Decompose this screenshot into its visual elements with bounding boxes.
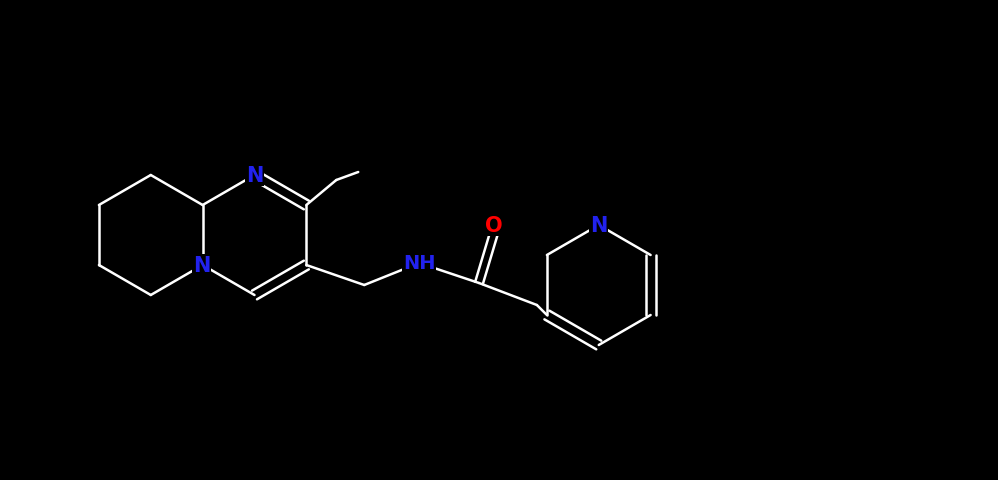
Text: N: N xyxy=(246,166,263,186)
Text: N: N xyxy=(193,255,211,276)
Text: N: N xyxy=(590,216,608,236)
Text: NH: NH xyxy=(403,254,435,273)
Text: O: O xyxy=(485,216,503,236)
